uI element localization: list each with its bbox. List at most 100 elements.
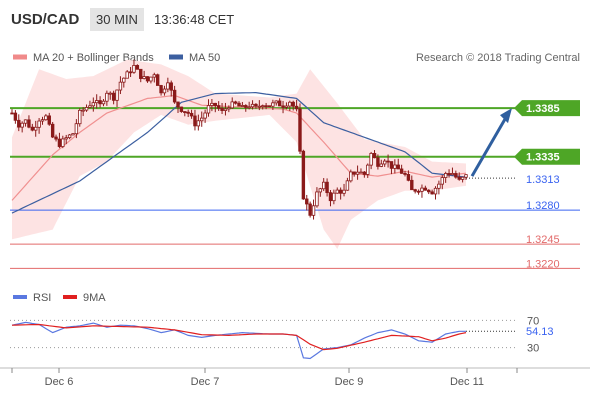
candle-body <box>464 174 468 178</box>
level-label-1.3280: 1.3280 <box>526 200 560 212</box>
candle-body <box>403 172 407 175</box>
candle-body <box>64 137 68 140</box>
candle-body <box>30 126 35 131</box>
candle-body <box>233 101 238 104</box>
candle-body <box>382 160 387 165</box>
candle-body <box>430 191 434 195</box>
candle-body <box>396 164 400 170</box>
candle-body <box>420 187 424 192</box>
candle-body <box>328 192 333 202</box>
candle-body <box>288 101 292 107</box>
candle-body <box>416 190 421 193</box>
candle-body <box>183 111 187 113</box>
timeframe-badge[interactable] <box>90 8 144 31</box>
candle-body <box>196 120 201 127</box>
main-legend: MA 20 + Bollinger Bands MA 50 Research ©… <box>13 52 580 64</box>
candle-body <box>379 163 383 167</box>
candle-body <box>261 105 265 108</box>
ma50-legend-label: MA 50 <box>189 52 220 64</box>
candle-body <box>78 109 82 125</box>
candle-body <box>230 101 234 109</box>
candle-body <box>271 102 275 107</box>
level-label-1.3245: 1.3245 <box>526 234 560 246</box>
candle-body <box>247 106 251 109</box>
candle-body <box>54 136 58 140</box>
candle-body <box>277 100 282 107</box>
candle-body <box>454 173 458 178</box>
rsi-tick-30: 30 <box>527 343 539 355</box>
candle-body <box>91 102 96 107</box>
price-candles <box>10 59 468 220</box>
bollinger-band <box>12 59 466 249</box>
candle-body <box>447 173 451 176</box>
candle-body <box>274 100 278 104</box>
candle-body <box>132 65 136 73</box>
candle-body <box>213 102 217 106</box>
candle-body <box>105 92 109 102</box>
candle-body <box>298 108 302 152</box>
candle-body <box>17 119 21 128</box>
candle-body <box>264 105 268 108</box>
candle-body <box>135 65 140 70</box>
candle-body <box>338 189 343 194</box>
candle-body <box>457 176 461 180</box>
candle-body <box>227 107 231 110</box>
time-axis: Dec 6 Dec 7 Dec 9 Dec 11 <box>11 368 518 388</box>
candle-body <box>210 102 214 106</box>
candle-body <box>362 171 367 175</box>
rsi-line <box>11 321 466 360</box>
level-labels: 1.3385 1.3335 1.3280 1.3245 1.3220 1.3313 <box>514 100 580 270</box>
candle-body <box>139 68 143 79</box>
candle-body <box>13 112 18 121</box>
time-tick-label: Dec 7 <box>191 376 220 388</box>
candle-body <box>342 189 346 194</box>
candle-body <box>406 174 411 181</box>
candle-body <box>399 168 404 174</box>
candle-body <box>291 101 295 107</box>
candle-body <box>101 100 106 105</box>
candle-body <box>355 171 360 175</box>
level-label-1.3335: 1.3335 <box>526 152 560 164</box>
candle-body <box>206 105 211 114</box>
candle-body <box>369 152 373 166</box>
time-tick-label: Dec 9 <box>335 376 364 388</box>
candle-body <box>393 164 397 169</box>
header-time: 13:36:48 CET <box>154 12 234 27</box>
candle-body <box>386 160 390 163</box>
candle-body <box>308 203 312 216</box>
current-price-label: 1.3313 <box>526 174 560 186</box>
candle-body <box>88 105 92 108</box>
level-tag-1.3335 <box>514 148 580 165</box>
candle-body <box>366 164 370 175</box>
candle-body <box>50 123 55 138</box>
candle-body <box>47 115 51 125</box>
candle-body <box>413 189 417 192</box>
moving-averages <box>11 91 467 214</box>
candle-body <box>359 171 363 174</box>
candle-body <box>118 81 123 91</box>
candle-body <box>193 115 197 127</box>
time-tick-label: Dec 11 <box>450 376 484 388</box>
candle-body <box>216 105 221 109</box>
pair-title: USD/CAD <box>11 11 80 28</box>
candle-body <box>257 105 262 108</box>
candle-body <box>372 152 377 159</box>
candle-body <box>352 171 356 175</box>
credit-text: Research © 2018 Trading Central <box>416 52 580 64</box>
candle-body <box>27 119 31 128</box>
candle-body <box>186 111 190 114</box>
rsi-tick-70: 70 <box>527 315 539 327</box>
candle-body <box>122 77 126 83</box>
candle-body <box>332 192 336 202</box>
ma50-line <box>11 91 467 214</box>
candle-body <box>179 106 184 112</box>
timeframe-label[interactable]: 30 MIN <box>96 12 138 27</box>
bollinger-band-fill <box>12 59 466 249</box>
candle-body <box>389 161 394 169</box>
candle-body <box>74 123 79 135</box>
candle-body <box>349 171 353 182</box>
level-label-1.3385: 1.3385 <box>526 103 560 115</box>
candle-body <box>20 122 24 128</box>
candle-body <box>220 107 224 111</box>
ma20-line <box>11 94 467 201</box>
